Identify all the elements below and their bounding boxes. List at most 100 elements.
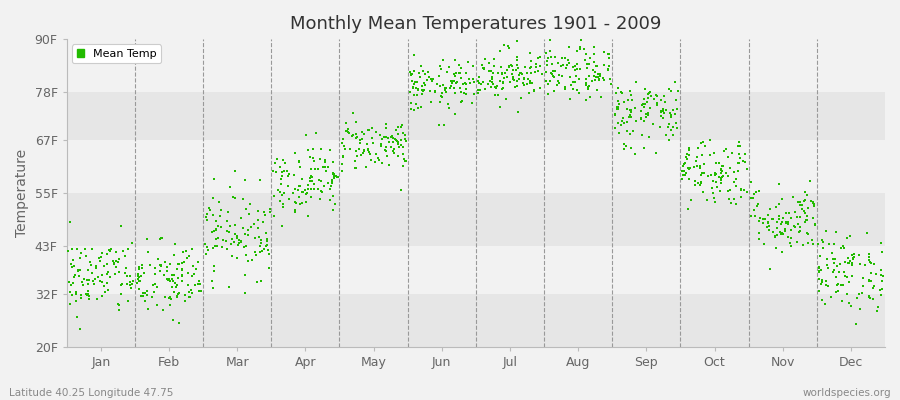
Point	[747, 190, 761, 197]
Point	[755, 220, 770, 226]
Point	[852, 290, 867, 297]
Point	[301, 186, 315, 192]
Point	[716, 173, 731, 180]
Point	[815, 277, 830, 283]
Point	[793, 224, 807, 230]
Point	[380, 152, 394, 159]
Point	[89, 263, 104, 269]
Point	[183, 294, 197, 300]
Point	[525, 79, 539, 86]
Point	[409, 85, 423, 92]
Point	[708, 179, 723, 186]
Point	[680, 165, 695, 171]
Point	[404, 70, 419, 77]
Point	[611, 104, 625, 110]
Point	[256, 218, 270, 225]
Point	[453, 70, 467, 76]
Point	[291, 186, 305, 193]
Point	[109, 249, 123, 256]
Point	[434, 93, 448, 99]
Point	[338, 146, 352, 152]
Point	[608, 124, 622, 131]
Point	[567, 79, 581, 85]
Point	[770, 204, 784, 210]
Point	[225, 236, 239, 242]
Point	[616, 146, 631, 152]
Point	[91, 274, 105, 280]
Point	[371, 155, 385, 162]
Point	[404, 100, 419, 106]
Point	[589, 62, 603, 69]
Point	[526, 87, 541, 94]
Point	[417, 80, 431, 86]
Point	[550, 78, 564, 84]
Point	[353, 136, 367, 143]
Point	[208, 236, 222, 243]
Point	[819, 282, 833, 288]
Point	[177, 292, 192, 298]
Point	[561, 57, 575, 64]
Point	[639, 114, 653, 120]
Point	[362, 127, 376, 133]
Point	[275, 169, 290, 175]
Point	[653, 108, 668, 114]
Point	[395, 122, 410, 128]
Point	[112, 306, 127, 313]
Point	[579, 82, 593, 88]
Point	[250, 224, 265, 231]
Point	[778, 210, 793, 216]
Point	[120, 280, 134, 287]
Point	[87, 276, 102, 282]
Point	[562, 44, 576, 50]
Point	[712, 174, 726, 180]
Point	[640, 99, 654, 105]
Point	[539, 50, 554, 56]
Point	[292, 164, 307, 170]
Point	[874, 272, 888, 278]
Point	[682, 152, 697, 158]
Point	[140, 236, 155, 242]
Point	[669, 97, 683, 103]
Point	[539, 62, 554, 68]
Point	[706, 178, 720, 184]
Point	[694, 140, 708, 146]
Point	[466, 90, 481, 97]
Point	[325, 180, 339, 186]
Point	[608, 111, 623, 117]
Point	[68, 290, 83, 297]
Point	[243, 224, 257, 230]
Point	[498, 70, 512, 76]
Point	[163, 294, 177, 300]
Point	[612, 130, 626, 136]
Point	[681, 145, 696, 151]
Point	[733, 155, 747, 162]
Point	[167, 280, 182, 287]
Point	[806, 215, 821, 221]
Point	[721, 153, 735, 160]
Point	[191, 259, 205, 265]
Point	[690, 162, 705, 169]
Point	[875, 278, 889, 284]
Point	[94, 272, 109, 278]
Point	[496, 78, 510, 85]
Point	[476, 65, 491, 72]
Point	[564, 82, 579, 88]
Point	[790, 239, 805, 245]
Point	[596, 74, 610, 81]
Point	[171, 275, 185, 281]
Point	[394, 124, 409, 130]
Point	[312, 196, 327, 202]
Point	[74, 250, 88, 256]
Point	[867, 282, 881, 289]
Point	[307, 181, 321, 187]
Point	[640, 95, 654, 101]
Point	[733, 143, 747, 150]
Point	[308, 166, 322, 172]
Point	[487, 55, 501, 62]
Point	[311, 186, 326, 192]
Point	[416, 87, 430, 94]
Point	[223, 223, 238, 230]
Point	[589, 73, 603, 80]
Point	[103, 274, 117, 280]
Point	[241, 226, 256, 233]
